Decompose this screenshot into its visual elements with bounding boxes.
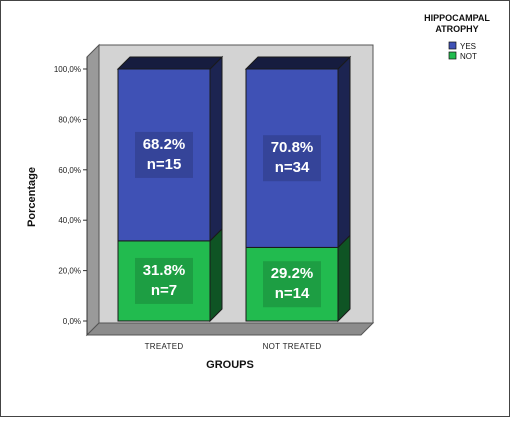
legend-label: YES [460,42,476,51]
legend-swatch [448,41,457,50]
plot-floor [85,322,375,336]
x-tick-label: NOT TREATED [263,342,322,351]
axes: 0,0% 20,0% 40,0% 60,0% 80,0% 100,0% [54,57,88,335]
bar-top [244,56,352,70]
data-label: 31.8% [143,262,186,279]
data-label-box [263,261,321,308]
data-label-box [135,257,193,304]
data-label: n=7 [151,282,177,299]
y-tick-label: 60,0% [58,166,81,175]
y-tick-label: 80,0% [58,115,81,124]
y-axis-title: Porcentage [26,167,38,227]
data-label: 68.2% [143,136,186,153]
legend-title: HIPPOCAMPAL [424,13,490,23]
data-label: 70.8% [271,139,314,156]
bars: 31.8% n=7 68.2% n=15 TREATED 29.2% n=14 70.8% n=… [116,55,352,351]
x-axis-title: GROUPS [206,359,254,371]
plot-left-wall [86,43,100,337]
y-tick-label: 0,0% [63,317,81,326]
legend-label: NOT [460,52,477,61]
legend-title: ATROPHY [435,24,478,34]
data-label-box [135,131,193,178]
bar-side [209,55,223,243]
data-label-box [263,135,321,182]
bar-side [337,55,351,249]
y-tick-label: 20,0% [58,267,81,276]
bar-side [337,234,351,323]
y-tick-label: 40,0% [58,216,81,225]
bar-side [209,227,223,323]
legend-swatch [448,51,457,60]
bar-top [116,56,224,70]
x-tick-label: TREATED [145,342,184,351]
data-label: n=14 [275,285,310,302]
y-tick-label: 100,0% [54,65,81,74]
data-label: n=34 [275,159,310,176]
data-label: n=15 [147,156,182,173]
data-label: 29.2% [271,265,314,282]
